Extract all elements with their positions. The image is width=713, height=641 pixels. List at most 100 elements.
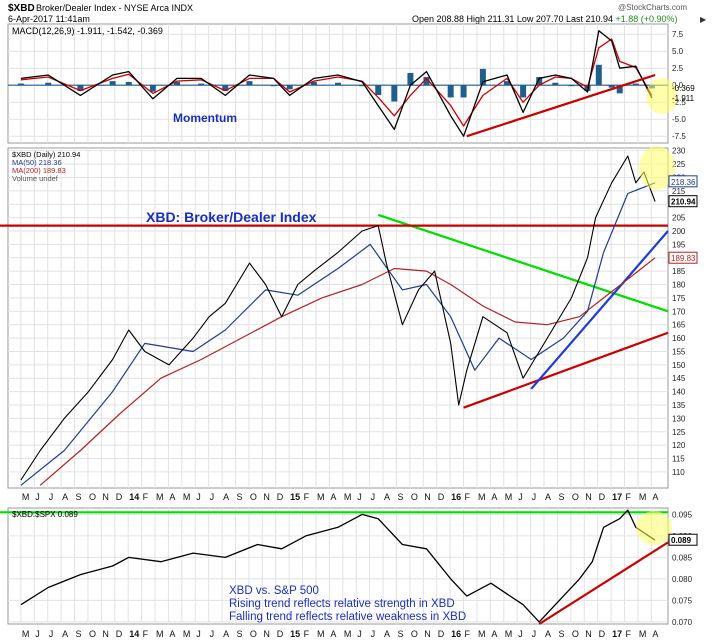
ratio-x-tick-label: F [143, 629, 149, 639]
y-tick-label: 0.080 [672, 575, 693, 584]
macd-histogram-bar [310, 81, 317, 86]
y-tick-label: 125 [672, 428, 686, 437]
price-legend-entry: Volume undef [12, 174, 59, 183]
macd-histogram-bar [460, 85, 467, 98]
y-tick-label: 5.0 [672, 47, 684, 56]
macd-histogram-bar [447, 85, 454, 98]
ratio-x-tick-label: N [424, 629, 431, 639]
macd-histogram-bar [77, 85, 84, 91]
price-x-tick-label: N [102, 492, 109, 502]
ratio-annotation: Rising trend reflects relative strength … [229, 598, 455, 610]
price-x-tick-label: O [250, 492, 257, 502]
ratio-x-tick-label: M [639, 629, 647, 639]
ratio-x-tick-label: 16 [451, 629, 461, 639]
price-x-tick-label: J [35, 492, 40, 502]
ratio-trendline [538, 541, 669, 625]
price-x-tick-label: F [465, 492, 471, 502]
price-x-tick-label: J [49, 492, 54, 502]
y-tick-label: 205 [672, 214, 686, 223]
chart-date: 6-Apr-2017 11:41am [8, 14, 90, 24]
y-tick-label: 230 [672, 147, 686, 156]
price-last-tag: 189.83 [671, 254, 696, 263]
price-x-tick-label: N [424, 492, 431, 502]
ratio-x-tick-label: J [196, 629, 201, 639]
watermark: @StockCharts.com [618, 3, 687, 12]
momentum-annotation: Momentum [173, 111, 237, 125]
y-tick-label: 195 [672, 240, 686, 249]
ma200-line [39, 257, 656, 486]
price-x-tick-label: 16 [451, 492, 461, 502]
macd-trendline [466, 73, 656, 138]
ratio-x-tick-label: D [599, 629, 606, 639]
y-tick-label: 150 [672, 361, 686, 370]
ratio-annotation: XBD vs. S&P 500 [229, 585, 319, 597]
price-x-tick-label: F [304, 492, 310, 502]
y-tick-label: 175 [672, 294, 686, 303]
macd-histogram-bar [45, 82, 52, 86]
y-tick-label: 170 [672, 307, 686, 316]
y-tick-label: 160 [672, 334, 686, 343]
macd-histogram-bar [391, 85, 398, 102]
ratio-x-tick-label: A [169, 629, 175, 639]
macd-histogram-bar [109, 81, 116, 86]
price-x-tick-label: 14 [129, 492, 139, 502]
price-trendline [463, 331, 669, 409]
price-trendline [530, 230, 669, 390]
macd-histogram-bar [520, 85, 527, 98]
ratio-x-tick-label: J [35, 629, 40, 639]
ratio-highlight [636, 511, 672, 545]
y-tick-label: 165 [672, 321, 686, 330]
ratio-x-tick-label: D [116, 629, 123, 639]
change-value: +1.88 (+0.90%) [616, 14, 678, 24]
ratio-x-tick-label: S [76, 629, 82, 639]
ratio-line [20, 509, 656, 623]
price-x-tick-label: J [196, 492, 201, 502]
ratio-x-tick-label: N [263, 629, 270, 639]
y-tick-label: 200 [672, 227, 686, 236]
ratio-x-tick-label: O [572, 629, 579, 639]
y-tick-label: 140 [672, 388, 686, 397]
macd-last-tag: -0.369 [672, 84, 695, 93]
y-tick-label: 225 [672, 160, 686, 169]
price-x-tick-label: S [397, 492, 403, 502]
price-panel-frame [7, 147, 669, 489]
price-x-tick-label: D [116, 492, 123, 502]
price-x-tick-label: J [518, 492, 523, 502]
price-trendline [377, 213, 669, 313]
price-x-tick-label: A [62, 492, 68, 502]
ratio-x-tick-label: M [156, 629, 164, 639]
price-x-tick-label: M [478, 492, 486, 502]
price-highlight [639, 146, 675, 190]
ratio-x-tick-label: J [518, 629, 523, 639]
ratio-x-tick-label: D [438, 629, 445, 639]
macd-histogram-bar [286, 85, 293, 90]
price-x-tick-label: O [572, 492, 579, 502]
macd-histogram-bar [222, 85, 229, 91]
ratio-x-tick-label: F [304, 629, 310, 639]
ratio-x-tick-label: O [411, 629, 418, 639]
y-tick-label: 2.5 [672, 64, 684, 73]
price-x-tick-label: S [237, 492, 243, 502]
y-tick-label: 0.095 [672, 510, 693, 519]
ratio-x-tick-label: 15 [290, 629, 300, 639]
macd-highlight [646, 78, 678, 114]
macd-histogram-bar [149, 85, 156, 92]
ratio-last-tag: 0.089 [671, 536, 692, 545]
price-last-tag-box [668, 175, 698, 188]
y-tick-label: 130 [672, 414, 686, 423]
ratio-x-tick-label: N [585, 629, 592, 639]
y-tick-label: 180 [672, 281, 686, 290]
ratio-x-tick-label: D [277, 629, 284, 639]
ratio-x-tick-label: M [344, 629, 352, 639]
macd-histogram-bar [407, 72, 414, 86]
price-last-tag-box [668, 251, 698, 264]
ratio-x-tick-label: O [250, 629, 257, 639]
y-tick-label: 0.085 [672, 553, 693, 562]
ratio-x-tick-label: J [49, 629, 54, 639]
ratio-x-tick-label: M [505, 629, 512, 639]
y-tick-label: -7.5 [672, 132, 686, 141]
price-x-tick-label: S [558, 492, 564, 502]
macd-histogram-bar [375, 85, 382, 95]
ratio-x-tick-label: O [89, 629, 96, 639]
